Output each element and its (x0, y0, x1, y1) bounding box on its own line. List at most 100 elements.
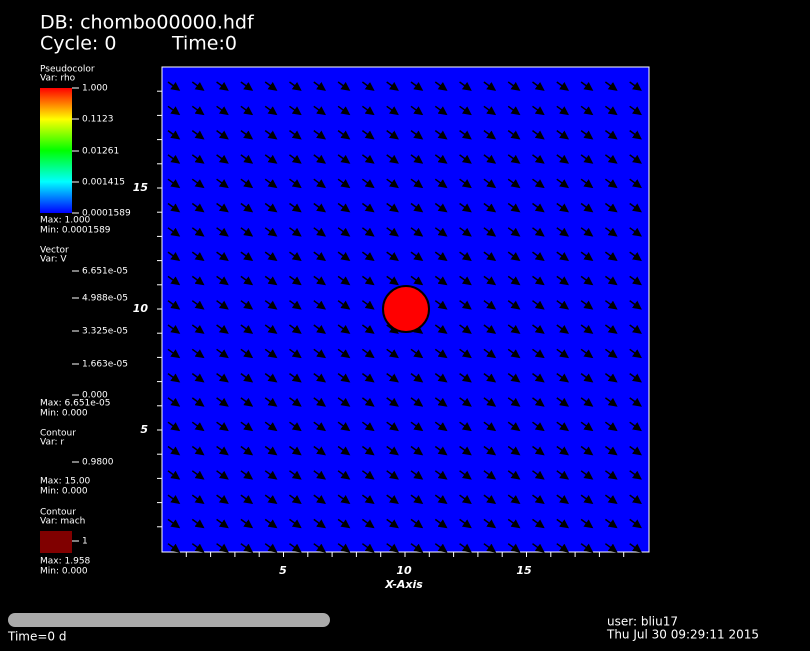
arrow (361, 154, 375, 164)
arrow (191, 81, 205, 91)
arrow (556, 178, 570, 189)
arrow (629, 251, 642, 261)
arrow (191, 372, 205, 383)
arrow (264, 518, 278, 529)
arrow (556, 348, 570, 359)
arrow (264, 154, 278, 164)
legend-var: Var: V (40, 255, 67, 265)
arrow (532, 81, 545, 91)
legend-max: Max: 6.651e-05 (40, 399, 111, 409)
arrow (240, 348, 254, 359)
arrow (532, 348, 545, 359)
legend-title: Pseudocolor (40, 65, 95, 75)
arrow (361, 178, 375, 189)
arrow (386, 324, 399, 334)
arrow (507, 543, 521, 553)
arrow (264, 178, 278, 189)
arrow (289, 324, 302, 334)
arrow (361, 300, 375, 310)
density-blob (382, 285, 430, 333)
arrow (483, 348, 497, 359)
arrow (313, 324, 327, 334)
arrow (216, 397, 229, 407)
arrow (313, 421, 327, 432)
arrow (434, 178, 448, 189)
arrow (264, 372, 278, 383)
arrow (629, 324, 642, 334)
y-tick-label: 10 (133, 302, 149, 315)
arrow (264, 324, 278, 334)
arrow (167, 372, 181, 383)
y-tick-label: 5 (140, 423, 148, 436)
arrow (507, 202, 521, 213)
arrow (580, 154, 594, 164)
arrow (361, 275, 375, 286)
arrow (167, 178, 181, 189)
arrow (313, 445, 327, 456)
arrow (313, 227, 327, 237)
arrow (459, 81, 472, 91)
arrow (410, 105, 424, 116)
arrow (289, 202, 302, 213)
arrow (289, 348, 302, 359)
arrow (459, 178, 472, 189)
arrow (191, 129, 205, 140)
arrow (361, 129, 375, 140)
arrow (604, 105, 618, 116)
arrow (604, 494, 618, 504)
arrow (289, 421, 302, 432)
arrow (191, 397, 205, 407)
arrow (507, 518, 521, 529)
time-slider[interactable] (8, 613, 330, 627)
arrow (361, 518, 375, 529)
arrow (264, 105, 278, 116)
arrow (289, 300, 302, 310)
arrow (629, 397, 642, 407)
arrow (580, 445, 594, 456)
arrow (361, 348, 375, 359)
arrow (313, 397, 327, 407)
arrow (459, 543, 472, 553)
arrow (264, 445, 278, 456)
arrow (532, 129, 545, 140)
arrow (410, 154, 424, 164)
arrow (216, 81, 229, 91)
arrow (629, 445, 642, 456)
arrow (629, 300, 642, 310)
arrow (313, 202, 327, 213)
arrow (264, 397, 278, 407)
arrow (507, 397, 521, 407)
arrow (191, 202, 205, 213)
arrow (361, 445, 375, 456)
legend-min: Min: 0.000 (40, 409, 88, 419)
arrow (483, 129, 497, 140)
legend-title: Contour (40, 429, 76, 439)
arrow (629, 372, 642, 383)
arrow (434, 300, 448, 310)
time-label: Time=0 d (7, 630, 67, 644)
arrow (240, 397, 254, 407)
arrow (313, 251, 327, 261)
arrow (337, 518, 351, 529)
arrow (191, 324, 205, 334)
arrow (361, 81, 375, 91)
arrow (240, 178, 254, 189)
arrow (434, 227, 448, 237)
arrow (507, 178, 521, 189)
arrow (532, 105, 545, 116)
arrow (167, 348, 181, 359)
arrow (629, 470, 642, 480)
arrow (556, 202, 570, 213)
arrow (604, 202, 618, 213)
arrow (459, 129, 472, 140)
arrow (604, 445, 618, 456)
arrow (483, 300, 497, 310)
arrow (386, 445, 399, 456)
arrow (580, 324, 594, 334)
arrow (264, 275, 278, 286)
arrow (629, 494, 642, 504)
arrow (434, 445, 448, 456)
arrow (337, 543, 351, 553)
arrow (167, 300, 181, 310)
arrow (459, 300, 472, 310)
